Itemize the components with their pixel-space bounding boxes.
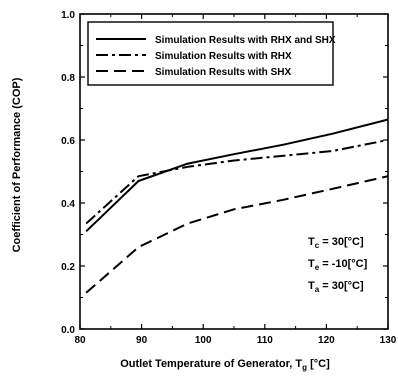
condition-line-2: Te = -10[°C] <box>308 258 368 272</box>
y-tick-label: 0.6 <box>61 136 75 147</box>
series-line-1 <box>85 118 389 233</box>
axes: 0.0 0.2 0.4 0.6 0.8 1.0 80 90 100 110 120 130 <box>61 10 397 346</box>
y-tick-label: 0.8 <box>61 73 75 84</box>
x-tick-label: 90 <box>136 335 148 346</box>
conditions-annotation: Tc = 30[°C] Te = -10[°C] Ta = 30[°C] <box>308 236 368 294</box>
y-tick-label: 1.0 <box>61 10 75 21</box>
x-tick-label: 130 <box>380 335 397 346</box>
x-axis-label: Outlet Temperature of Generator, Tg [°C] <box>120 358 330 372</box>
legend-label-2: Simulation Results with RHX <box>155 51 292 62</box>
x-axis-label-subscript: g <box>302 363 307 372</box>
series-line-2 <box>85 139 389 225</box>
y-tick-label: 0.4 <box>61 199 75 210</box>
legend-box <box>87 21 334 86</box>
x-tick-label: 100 <box>195 335 212 346</box>
legend: Simulation Results with RHX and SHX Simul… <box>87 21 336 86</box>
y-tick-label: 0.2 <box>61 262 75 273</box>
x-axis-label-unit: [°C] <box>307 358 330 370</box>
x-axis-label-main: Outlet Temperature of Generator, T <box>120 358 302 370</box>
x-tick-label: 110 <box>257 335 274 346</box>
x-tick-label: 120 <box>318 335 335 346</box>
condition-line-1: Tc = 30[°C] <box>308 236 364 250</box>
series-lines <box>85 118 389 294</box>
legend-label-3: Simulation Results with SHX <box>155 67 291 78</box>
y-axis-label: Coefficient of Performance (COP) <box>11 77 23 252</box>
x-tick-label: 80 <box>74 335 86 346</box>
condition-line-3: Ta = 30[°C] <box>308 280 364 294</box>
y-tick-label: 0.0 <box>61 325 75 336</box>
series-line-3 <box>85 175 389 294</box>
legend-label-1: Simulation Results with RHX and SHX <box>155 35 336 46</box>
